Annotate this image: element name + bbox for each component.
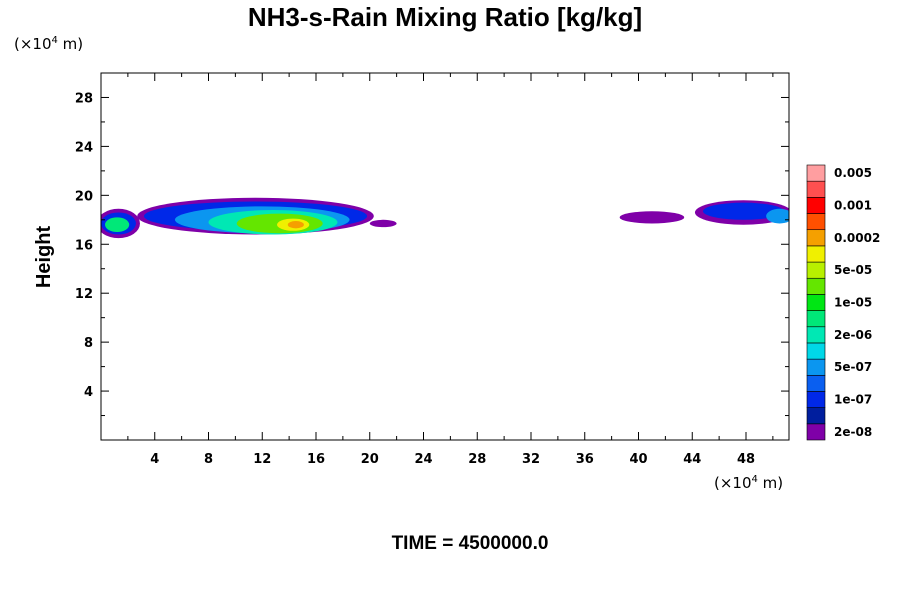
x-unit-prefix: (×10 bbox=[714, 474, 752, 492]
x-tick-label: 28 bbox=[468, 452, 486, 467]
colorbar-swatch bbox=[806, 261, 826, 279]
x-tick-label: 24 bbox=[414, 452, 432, 467]
colorbar-swatch bbox=[806, 342, 826, 360]
colorbar-label: 2e-06 bbox=[834, 328, 872, 342]
colorbar: 2e-08 1e-07 5e-07 2e-06 1e-05 5e-05 0.0002 0.00… bbox=[806, 164, 880, 441]
time-annotation: TIME = 4500000.0 bbox=[392, 533, 549, 554]
x-tick-label: 40 bbox=[629, 452, 647, 467]
colorbar-swatch bbox=[806, 423, 826, 441]
colorbar-swatch bbox=[806, 164, 826, 182]
x-tick-label: 44 bbox=[683, 452, 701, 467]
y-tick-label: 24 bbox=[75, 140, 93, 155]
colorbar-label: 5e-07 bbox=[834, 360, 872, 374]
x-tick-label: 12 bbox=[253, 452, 271, 467]
y-tick-label: 16 bbox=[75, 238, 93, 253]
y-tick-label: 4 bbox=[84, 385, 93, 400]
colorbar-label: 0.005 bbox=[834, 166, 872, 180]
y-unit-suffix: m) bbox=[58, 35, 83, 53]
y-axis-ticks: 4 8 12 16 20 24 28 bbox=[75, 91, 789, 417]
x-tick-label: 4 bbox=[150, 452, 159, 467]
colorbar-swatch bbox=[806, 229, 826, 247]
x-tick-label: 32 bbox=[522, 452, 540, 467]
y-axis-label: Height bbox=[33, 226, 55, 289]
x-unit-label: (×104 m) bbox=[714, 474, 783, 492]
colorbar-label: 0.001 bbox=[834, 198, 872, 212]
colorbar-label: 5e-05 bbox=[834, 263, 872, 277]
colorbar-swatch bbox=[806, 391, 826, 408]
contour-region-13 bbox=[703, 202, 784, 220]
colorbar-swatch bbox=[806, 213, 826, 231]
y-unit-label: (×104 m) bbox=[14, 35, 83, 53]
contour-regions bbox=[101, 197, 789, 239]
contour-region-2 bbox=[105, 217, 130, 233]
y-tick-label: 28 bbox=[75, 91, 93, 106]
colorbar-swatch bbox=[806, 374, 826, 392]
colorbar-swatch bbox=[806, 197, 826, 214]
y-tick-label: 8 bbox=[84, 336, 93, 351]
x-unit-exponent: 4 bbox=[752, 474, 758, 485]
colorbar-label: 0.0002 bbox=[834, 231, 880, 245]
colorbar-swatch bbox=[806, 294, 826, 311]
x-tick-label: 48 bbox=[737, 452, 755, 467]
colorbar-label: 1e-05 bbox=[834, 296, 872, 310]
x-axis-ticks: 4 8 12 16 20 24 28 32 36 40 44 48 bbox=[127, 73, 774, 467]
plot-frame bbox=[100, 72, 790, 441]
colorbar-swatch bbox=[806, 180, 826, 198]
y-tick-label: 20 bbox=[75, 189, 93, 204]
colorbar-label: 2e-08 bbox=[834, 425, 872, 439]
chart-title: NH3-s-Rain Mixing Ratio [kg/kg] bbox=[248, 2, 642, 32]
contour-region-11 bbox=[619, 211, 685, 224]
colorbar-swatch bbox=[806, 358, 826, 376]
x-tick-label: 36 bbox=[576, 452, 594, 467]
contour-region-9 bbox=[287, 221, 304, 229]
colorbar-swatch bbox=[806, 407, 826, 425]
colorbar-swatch bbox=[806, 245, 826, 263]
colorbar-swatch bbox=[806, 277, 826, 295]
contour-region-14 bbox=[766, 208, 789, 224]
y-tick-label: 12 bbox=[75, 287, 93, 302]
y-unit-exponent: 4 bbox=[52, 35, 58, 46]
colorbar-swatch bbox=[806, 326, 826, 344]
y-unit-prefix: (×10 bbox=[14, 35, 52, 53]
x-tick-label: 16 bbox=[307, 452, 325, 467]
colorbar-label: 1e-07 bbox=[834, 393, 872, 407]
x-unit-suffix: m) bbox=[758, 474, 783, 492]
x-tick-label: 20 bbox=[361, 452, 379, 467]
colorbar-swatch bbox=[806, 310, 826, 328]
contour-region-10 bbox=[369, 219, 397, 228]
x-tick-label: 8 bbox=[204, 452, 213, 467]
